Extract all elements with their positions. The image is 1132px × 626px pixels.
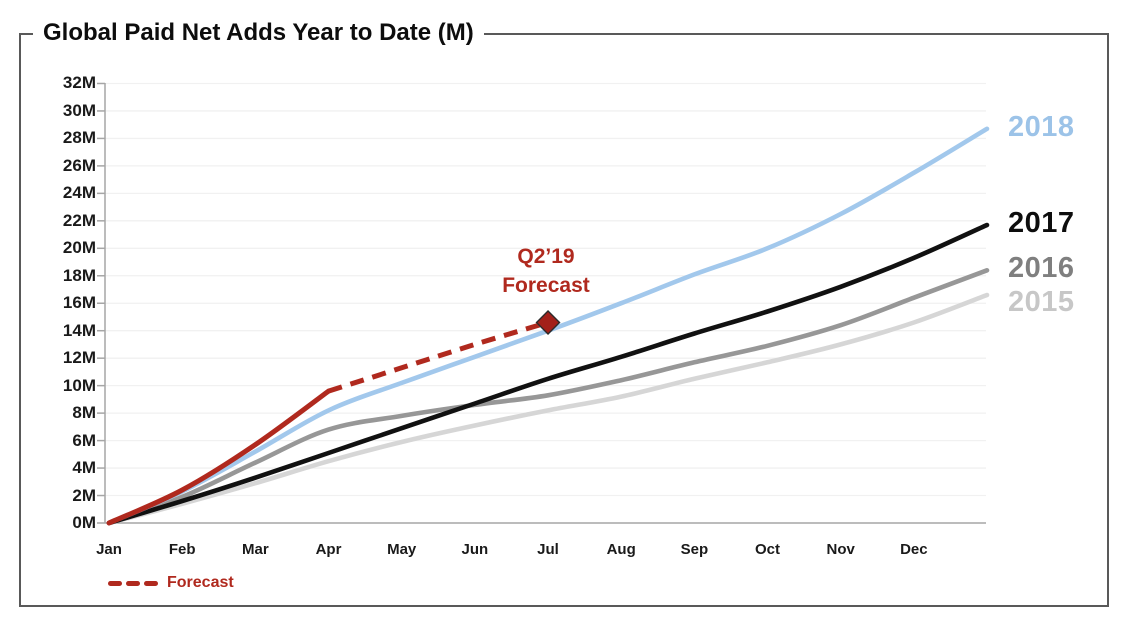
forecast-diamond-marker	[535, 309, 561, 335]
x-axis-label: Sep	[680, 541, 709, 558]
x-axis-label: Aug	[606, 541, 636, 558]
y-axis-label: 26M	[62, 155, 96, 175]
series-line-2019-forecast	[327, 320, 549, 394]
y-axis-label: 28M	[62, 128, 96, 148]
y-axis-label: 6M	[72, 430, 96, 450]
forecast-dash-icon	[126, 580, 140, 586]
forecast-dash-icon	[108, 580, 122, 586]
x-axis-label: May	[387, 541, 417, 558]
year-label-2017: 2017	[1008, 206, 1075, 239]
x-axis-label: Nov	[826, 541, 855, 558]
y-axis-label: 32M	[62, 73, 96, 93]
series-line-2015	[106, 292, 990, 526]
y-axis-label: 18M	[62, 265, 96, 285]
chart-title: Global Paid Net Adds Year to Date (M)	[33, 19, 484, 47]
x-axis-label: Jan	[96, 541, 122, 558]
y-axis-label: 14M	[62, 320, 96, 340]
y-axis-label: 20M	[62, 238, 96, 258]
series-line-2019	[106, 388, 331, 526]
x-axis-label: Dec	[900, 541, 928, 558]
year-label-2015: 2015	[1008, 285, 1075, 318]
x-axis-label: Jun	[461, 541, 489, 558]
y-axis-label: 30M	[62, 100, 96, 120]
forecast-annotation-line1: Q2’19	[517, 245, 575, 268]
forecast-annotation-line2: Forecast	[502, 274, 590, 297]
forecast-legend-label: Forecast	[167, 574, 234, 591]
y-axis-label: 16M	[62, 293, 96, 313]
forecast-annotation: Q2’19 Forecast	[446, 242, 646, 300]
x-axis-label: Oct	[755, 541, 781, 558]
y-axis-label: 4M	[72, 458, 96, 478]
series-line-2017	[106, 222, 990, 526]
y-axis-label: 8M	[72, 403, 96, 423]
y-axis-label: 2M	[72, 485, 96, 505]
y-axis-label: 0M	[72, 513, 96, 532]
x-axis-label: Jul	[537, 541, 559, 558]
y-axis-label: 22M	[62, 210, 96, 230]
year-label-2016: 2016	[1008, 252, 1075, 285]
x-axis-label: Mar	[241, 541, 269, 558]
y-axis-label: 24M	[62, 183, 96, 203]
y-axis-label: 10M	[62, 375, 96, 395]
x-axis-label: Feb	[168, 541, 196, 558]
series-line-2016	[106, 268, 990, 526]
y-axis-label: 12M	[62, 348, 96, 368]
x-axis-label: Apr	[315, 541, 342, 558]
forecast-legend: Forecast	[108, 574, 234, 592]
year-label-2018: 2018	[1008, 110, 1075, 143]
forecast-dash-icon	[144, 580, 158, 586]
